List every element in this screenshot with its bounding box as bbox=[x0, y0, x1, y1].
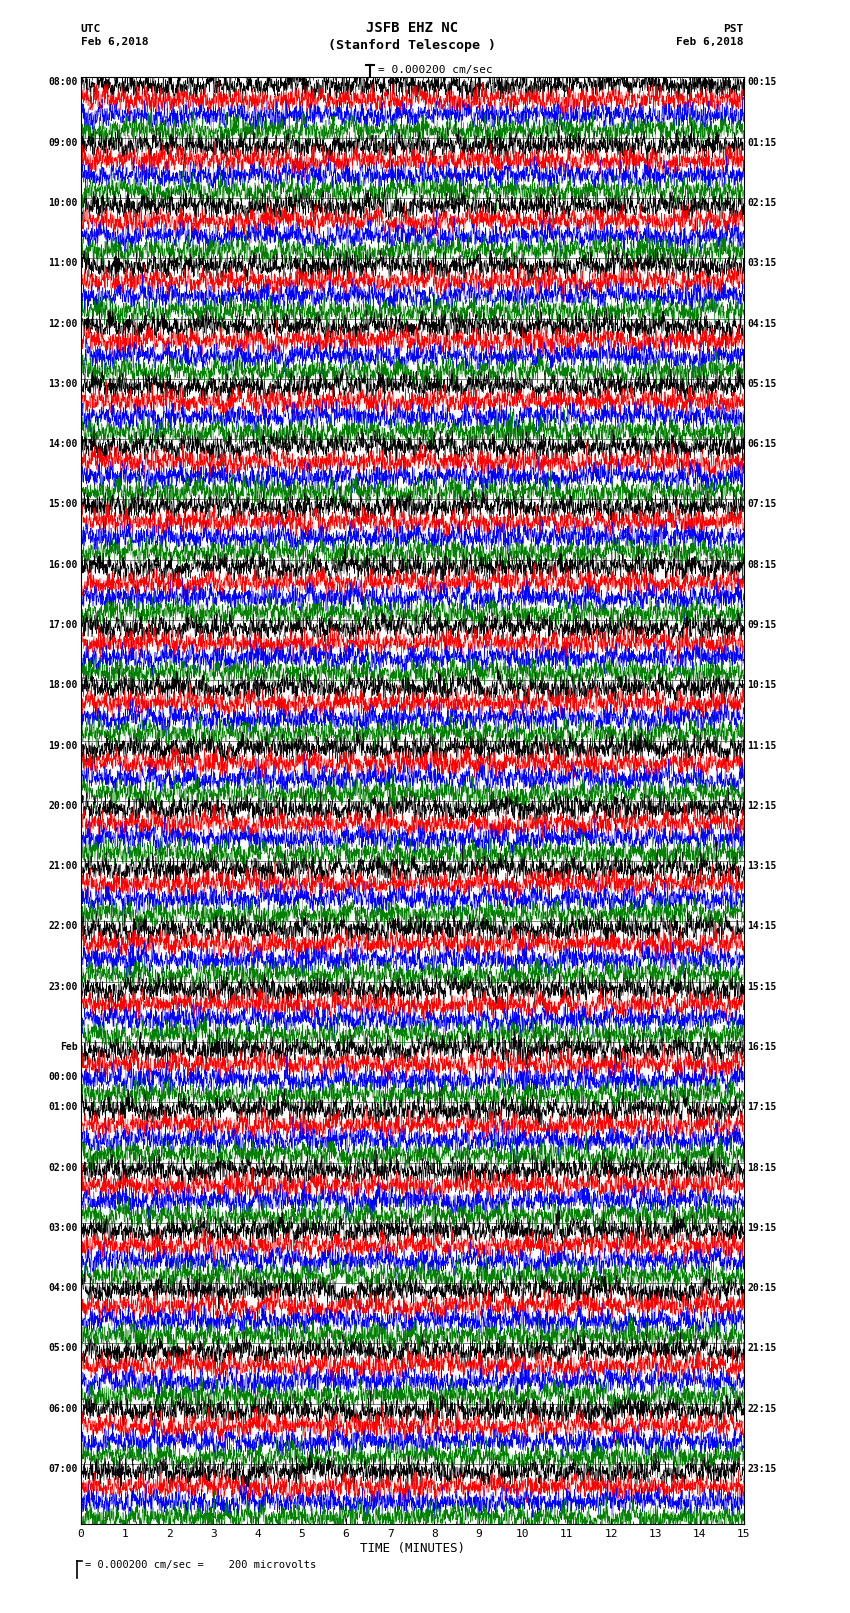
Text: 00:15: 00:15 bbox=[747, 77, 776, 87]
Text: 13:15: 13:15 bbox=[747, 861, 776, 871]
Text: 04:00: 04:00 bbox=[48, 1284, 77, 1294]
Text: 02:00: 02:00 bbox=[48, 1163, 77, 1173]
Text: 00:00: 00:00 bbox=[48, 1073, 77, 1082]
Text: 14:15: 14:15 bbox=[747, 921, 776, 931]
Text: 05:00: 05:00 bbox=[48, 1344, 77, 1353]
Text: JSFB EHZ NC: JSFB EHZ NC bbox=[366, 21, 458, 35]
Text: 15:00: 15:00 bbox=[48, 500, 77, 510]
Text: 03:15: 03:15 bbox=[747, 258, 776, 268]
Text: 21:15: 21:15 bbox=[747, 1344, 776, 1353]
Text: 21:00: 21:00 bbox=[48, 861, 77, 871]
Text: 11:00: 11:00 bbox=[48, 258, 77, 268]
Text: 07:15: 07:15 bbox=[747, 500, 776, 510]
Text: Feb 6,2018: Feb 6,2018 bbox=[81, 37, 148, 47]
Text: 20:00: 20:00 bbox=[48, 800, 77, 811]
Text: 03:00: 03:00 bbox=[48, 1223, 77, 1232]
Text: 16:00: 16:00 bbox=[48, 560, 77, 569]
Text: 05:15: 05:15 bbox=[747, 379, 776, 389]
Text: 06:15: 06:15 bbox=[747, 439, 776, 448]
Text: Feb: Feb bbox=[60, 1042, 77, 1052]
Text: (Stanford Telescope ): (Stanford Telescope ) bbox=[328, 39, 496, 52]
Text: 17:00: 17:00 bbox=[48, 619, 77, 631]
Text: 06:00: 06:00 bbox=[48, 1403, 77, 1413]
Text: 18:00: 18:00 bbox=[48, 681, 77, 690]
Text: 16:15: 16:15 bbox=[747, 1042, 776, 1052]
Text: = 0.000200 cm/sec =    200 microvolts: = 0.000200 cm/sec = 200 microvolts bbox=[85, 1560, 316, 1569]
Text: 11:15: 11:15 bbox=[747, 740, 776, 750]
Text: = 0.000200 cm/sec: = 0.000200 cm/sec bbox=[378, 65, 493, 76]
Text: 12:00: 12:00 bbox=[48, 319, 77, 329]
Text: 10:15: 10:15 bbox=[747, 681, 776, 690]
Text: 23:15: 23:15 bbox=[747, 1465, 776, 1474]
Text: 22:00: 22:00 bbox=[48, 921, 77, 931]
Text: 01:15: 01:15 bbox=[747, 137, 776, 148]
Text: 07:00: 07:00 bbox=[48, 1465, 77, 1474]
Text: UTC: UTC bbox=[81, 24, 101, 34]
X-axis label: TIME (MINUTES): TIME (MINUTES) bbox=[360, 1542, 465, 1555]
Text: 02:15: 02:15 bbox=[747, 198, 776, 208]
Text: 14:00: 14:00 bbox=[48, 439, 77, 448]
Text: 09:00: 09:00 bbox=[48, 137, 77, 148]
Text: 19:15: 19:15 bbox=[747, 1223, 776, 1232]
Text: 08:15: 08:15 bbox=[747, 560, 776, 569]
Text: 08:00: 08:00 bbox=[48, 77, 77, 87]
Text: 10:00: 10:00 bbox=[48, 198, 77, 208]
Text: 20:15: 20:15 bbox=[747, 1284, 776, 1294]
Text: 04:15: 04:15 bbox=[747, 319, 776, 329]
Text: 23:00: 23:00 bbox=[48, 982, 77, 992]
Text: 18:15: 18:15 bbox=[747, 1163, 776, 1173]
Text: PST: PST bbox=[723, 24, 744, 34]
Text: 15:15: 15:15 bbox=[747, 982, 776, 992]
Text: Feb 6,2018: Feb 6,2018 bbox=[677, 37, 744, 47]
Text: 09:15: 09:15 bbox=[747, 619, 776, 631]
Text: 22:15: 22:15 bbox=[747, 1403, 776, 1413]
Text: 12:15: 12:15 bbox=[747, 800, 776, 811]
Text: 17:15: 17:15 bbox=[747, 1102, 776, 1113]
Text: 01:00: 01:00 bbox=[48, 1102, 77, 1113]
Text: 13:00: 13:00 bbox=[48, 379, 77, 389]
Text: 19:00: 19:00 bbox=[48, 740, 77, 750]
